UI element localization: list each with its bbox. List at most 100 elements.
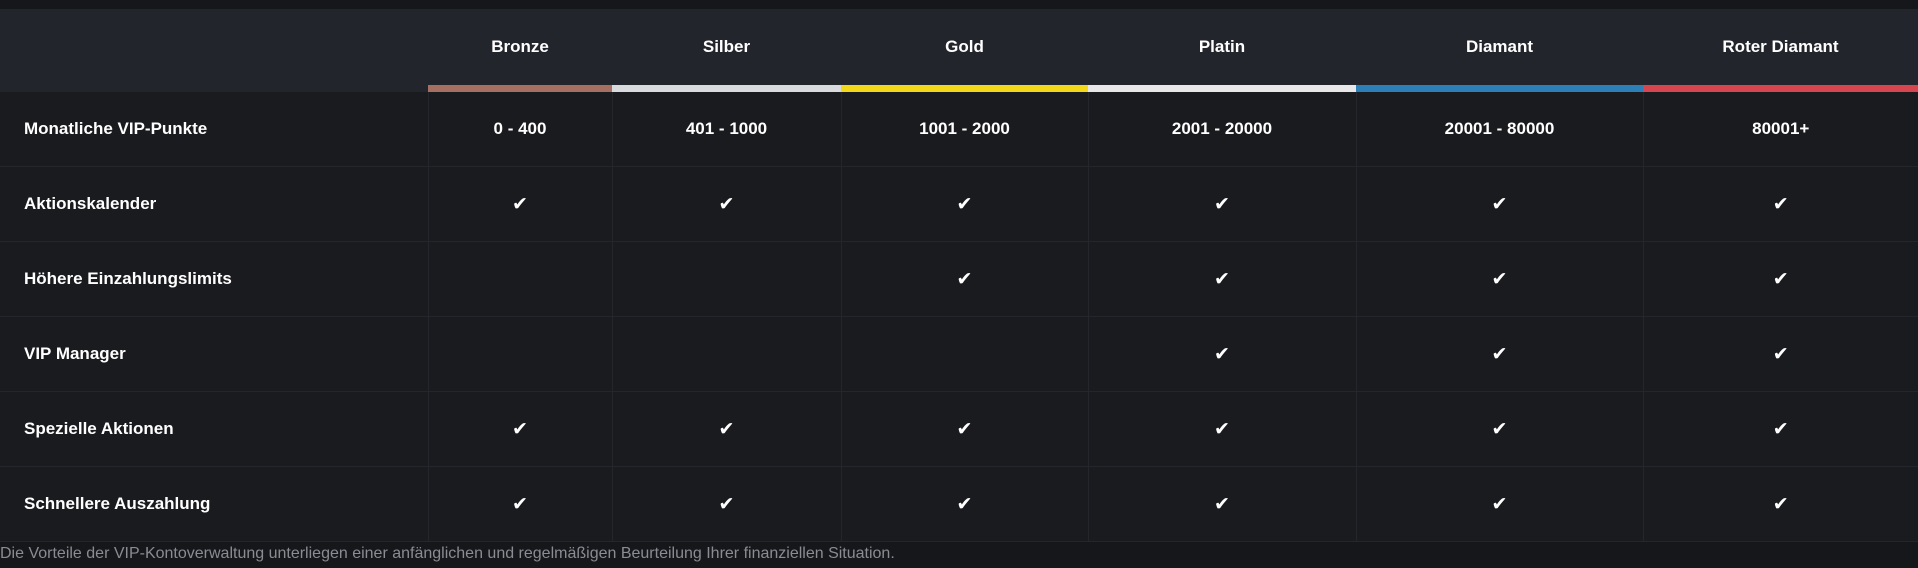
table-row: Höhere Einzahlungslimits ✔ ✔ ✔ ✔ (0, 241, 1918, 317)
table-cell-empty (428, 316, 613, 392)
table-cell-check: ✔ (1643, 316, 1918, 392)
checkmark-icon: ✔ (1491, 193, 1508, 215)
table-cell-check: ✔ (1088, 316, 1357, 392)
checkmark-icon: ✔ (1772, 268, 1789, 290)
cell-value: 401 - 1000 (685, 119, 768, 138)
checkmark-icon: ✔ (1491, 268, 1508, 290)
table-cell-check: ✔ (612, 466, 842, 542)
tier-color-stripe (841, 85, 1088, 92)
vip-tier-table: Bronze Silber Gold Platin Diamant Roter … (0, 9, 1918, 542)
row-label: Höhere Einzahlungslimits (0, 241, 429, 317)
stripe-cell-gold (841, 85, 1088, 92)
stripe-cell-platin (1088, 85, 1356, 92)
table-row: Spezielle Aktionen ✔ ✔ ✔ ✔ ✔ ✔ (0, 391, 1918, 467)
checkmark-icon: ✔ (1772, 493, 1789, 515)
tier-header-platin: Platin (1088, 9, 1356, 85)
checkmark-icon: ✔ (956, 268, 973, 290)
stripe-cell-silber (612, 85, 841, 92)
table-cell-check: ✔ (1643, 391, 1918, 467)
tier-header-bronze: Bronze (428, 9, 612, 85)
table-cell-check: ✔ (841, 391, 1089, 467)
table-cell-check: ✔ (1643, 241, 1918, 317)
cell-value: 80001+ (1752, 119, 1810, 138)
table-cell-check: ✔ (1356, 166, 1644, 242)
table-cell-check: ✔ (1356, 466, 1644, 542)
tier-header-roter-diamant: Roter Diamant (1643, 9, 1918, 85)
checkmark-icon: ✔ (512, 193, 528, 215)
table-cell: 2001 - 20000 (1088, 92, 1357, 167)
row-label: Aktionskalender (0, 166, 429, 242)
table-cell-check: ✔ (428, 466, 613, 542)
stripe-cell-roter-diamant (1643, 85, 1918, 92)
table-cell-check: ✔ (841, 241, 1089, 317)
header-corner (0, 9, 428, 85)
table-cell-check: ✔ (1643, 466, 1918, 542)
checkmark-icon: ✔ (718, 193, 735, 215)
tier-color-stripe-row (0, 85, 1918, 92)
tier-color-stripe (612, 85, 841, 92)
vip-table-container: Bronze Silber Gold Platin Diamant Roter … (0, 9, 1918, 542)
benefit-rows: Monatliche VIP-Punkte 0 - 400 401 - 1000 10… (0, 92, 1918, 542)
checkmark-icon: ✔ (1491, 418, 1508, 440)
table-cell-check: ✔ (612, 166, 842, 242)
table-cell-check: ✔ (428, 166, 613, 242)
row-label: Schnellere Auszahlung (0, 466, 429, 542)
cell-value: 1001 - 2000 (919, 119, 1010, 138)
table-cell: 80001+ (1643, 92, 1918, 167)
checkmark-icon: ✔ (956, 418, 973, 440)
row-label: Spezielle Aktionen (0, 391, 429, 467)
table-cell-check: ✔ (428, 391, 613, 467)
footnote-disclaimer: Die Vorteile der VIP-Kontoverwaltung unt… (0, 545, 895, 562)
tier-header-silber: Silber (612, 9, 841, 85)
tier-color-stripe (1356, 85, 1643, 92)
row-label: Monatliche VIP-Punkte (0, 92, 429, 167)
row-label: VIP Manager (0, 316, 429, 392)
tier-color-stripe (1643, 85, 1918, 92)
table-cell-check: ✔ (841, 166, 1089, 242)
table-row: Schnellere Auszahlung ✔ ✔ ✔ ✔ ✔ ✔ (0, 466, 1918, 542)
tier-header-row: Bronze Silber Gold Platin Diamant Roter … (0, 9, 1918, 85)
checkmark-icon: ✔ (1214, 343, 1230, 365)
table-cell: 20001 - 80000 (1356, 92, 1644, 167)
table-cell-empty (612, 316, 842, 392)
table-cell-check: ✔ (1356, 391, 1644, 467)
table-row: Aktionskalender ✔ ✔ ✔ ✔ ✔ ✔ (0, 166, 1918, 242)
table-cell-check: ✔ (1356, 241, 1644, 317)
checkmark-icon: ✔ (1772, 193, 1789, 215)
checkmark-icon: ✔ (956, 193, 973, 215)
stripe-cell-diamant (1356, 85, 1643, 92)
stripe-corner (0, 85, 428, 92)
table-cell-check: ✔ (841, 466, 1089, 542)
checkmark-icon: ✔ (1214, 418, 1230, 440)
table-cell: 0 - 400 (428, 92, 613, 167)
table-cell-check: ✔ (1356, 316, 1644, 392)
checkmark-icon: ✔ (956, 493, 973, 515)
cell-value: 0 - 400 (493, 119, 547, 138)
table-cell: 401 - 1000 (612, 92, 842, 167)
table-cell-check: ✔ (1088, 466, 1357, 542)
tier-header-gold: Gold (841, 9, 1088, 85)
checkmark-icon: ✔ (718, 418, 735, 440)
table-cell-check: ✔ (1643, 166, 1918, 242)
table-cell-check: ✔ (612, 391, 842, 467)
checkmark-icon: ✔ (1214, 193, 1230, 215)
tier-header-diamant: Diamant (1356, 9, 1643, 85)
table-row: Monatliche VIP-Punkte 0 - 400 401 - 1000 10… (0, 92, 1918, 167)
checkmark-icon: ✔ (1214, 493, 1230, 515)
table-cell-empty (612, 241, 842, 317)
table-cell-empty (428, 241, 613, 317)
checkmark-icon: ✔ (718, 493, 735, 515)
checkmark-icon: ✔ (1772, 343, 1789, 365)
cell-value: 2001 - 20000 (1171, 119, 1273, 138)
tier-color-stripe (1088, 85, 1356, 92)
checkmark-icon: ✔ (512, 418, 528, 440)
stripe-cell-bronze (428, 85, 612, 92)
table-cell-empty (841, 316, 1089, 392)
table-cell: 1001 - 2000 (841, 92, 1089, 167)
checkmark-icon: ✔ (512, 493, 528, 515)
table-row: VIP Manager ✔ ✔ ✔ (0, 316, 1918, 392)
checkmark-icon: ✔ (1491, 343, 1508, 365)
table-cell-check: ✔ (1088, 241, 1357, 317)
checkmark-icon: ✔ (1214, 268, 1230, 290)
tier-color-stripe (428, 85, 612, 92)
